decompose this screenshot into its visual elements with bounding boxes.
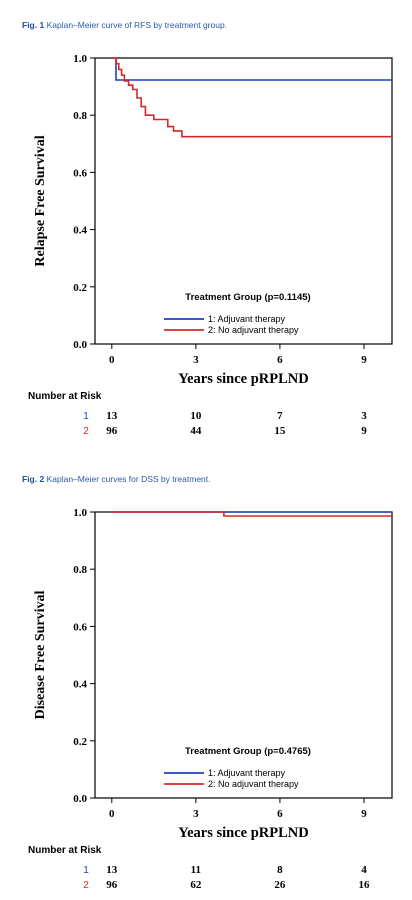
risk-count: 4	[361, 864, 367, 876]
legend-entry-2: 2: No adjuvant therapy	[208, 779, 299, 789]
x-tick-label: 3	[193, 808, 199, 820]
risk-count: 26	[274, 879, 286, 891]
risk-table-header: Number at Risk	[28, 845, 102, 856]
risk-count: 44	[190, 425, 202, 437]
legend-entry-1: 1: Adjuvant therapy	[208, 768, 286, 778]
y-tick-label: 1.0	[73, 53, 87, 65]
x-tick-label: 0	[109, 354, 115, 366]
risk-count: 8	[277, 864, 283, 876]
figure-2-chart: 0.0 0.2 0.4 0.6 0.8 1.0 0 3 6 9 Disease Free Survi…	[28, 507, 393, 891]
y-tick-label: 0.8	[73, 110, 87, 122]
risk-count: 15	[274, 425, 286, 437]
risk-count: 62	[190, 879, 202, 891]
risk-count: 13	[106, 410, 118, 422]
risk-group-2: 2	[83, 426, 89, 437]
x-axis-label: Years since pRPLND	[178, 371, 309, 387]
y-tick-label: 1.0	[73, 507, 87, 519]
y-axis-label: Disease Free Survival	[33, 590, 48, 719]
legend-entry-1: 1: Adjuvant therapy	[208, 314, 286, 324]
series-2-curve	[111, 57, 392, 138]
y-axis-label: Relapse Free Survival	[33, 135, 48, 266]
risk-group-1: 1	[83, 865, 89, 876]
figure-1-caption-text: Kaplan–Meier curve of RFS by treatment g…	[46, 20, 228, 30]
y-tick-label: 0.4	[73, 225, 87, 237]
x-tick-label: 9	[361, 354, 367, 366]
figure-1-caption: Fig. 1 Kaplan–Meier curve of RFS by trea…	[22, 20, 227, 30]
risk-count: 96	[106, 879, 118, 891]
risk-table-header: Number at Risk	[28, 391, 102, 402]
legend-entry-2: 2: No adjuvant therapy	[208, 325, 299, 335]
x-tick-label: 6	[277, 808, 283, 820]
risk-count: 10	[190, 410, 202, 422]
risk-group-1: 1	[83, 411, 89, 422]
plot-frame	[94, 57, 393, 345]
legend-title: Treatment Group (p=0.1145)	[185, 292, 310, 303]
figure-1-label: Fig. 1	[22, 20, 45, 30]
y-tick-label: 0.2	[73, 282, 87, 294]
x-tick-label: 0	[109, 808, 115, 820]
y-tick-label: 0.0	[73, 339, 87, 351]
series-1-curve	[111, 57, 392, 81]
risk-count: 11	[191, 864, 201, 876]
x-tick-label: 9	[361, 808, 367, 820]
y-tick-label: 0.4	[73, 679, 87, 691]
risk-group-2: 2	[83, 880, 89, 891]
series-2-curve	[111, 511, 392, 517]
x-tick-label: 3	[193, 354, 199, 366]
risk-count: 16	[358, 879, 370, 891]
risk-count: 13	[106, 864, 118, 876]
risk-count: 96	[106, 425, 118, 437]
y-tick-label: 0.8	[73, 564, 87, 576]
figure-1-chart: 0.0 0.2 0.4 0.6 0.8 1.0 0 3 6 9 Relapse Free Survi…	[28, 53, 393, 437]
risk-count: 7	[277, 410, 283, 422]
y-tick-label: 0.0	[73, 793, 87, 805]
figure-2-label: Fig. 2	[22, 474, 45, 484]
y-tick-label: 0.6	[73, 167, 87, 179]
figure-2-caption: Fig. 2 Kaplan–Meier curves for DSS by tr…	[22, 474, 211, 484]
legend-title: Treatment Group (p=0.4765)	[185, 746, 311, 757]
risk-count: 9	[361, 425, 367, 437]
risk-count: 3	[361, 410, 367, 422]
figure-2-caption-text: Kaplan–Meier curves for DSS by treatment…	[46, 474, 211, 484]
y-tick-label: 0.2	[73, 736, 87, 748]
x-axis-label: Years since pRPLND	[178, 825, 309, 841]
x-tick-label: 6	[277, 354, 283, 366]
y-tick-label: 0.6	[73, 621, 87, 633]
